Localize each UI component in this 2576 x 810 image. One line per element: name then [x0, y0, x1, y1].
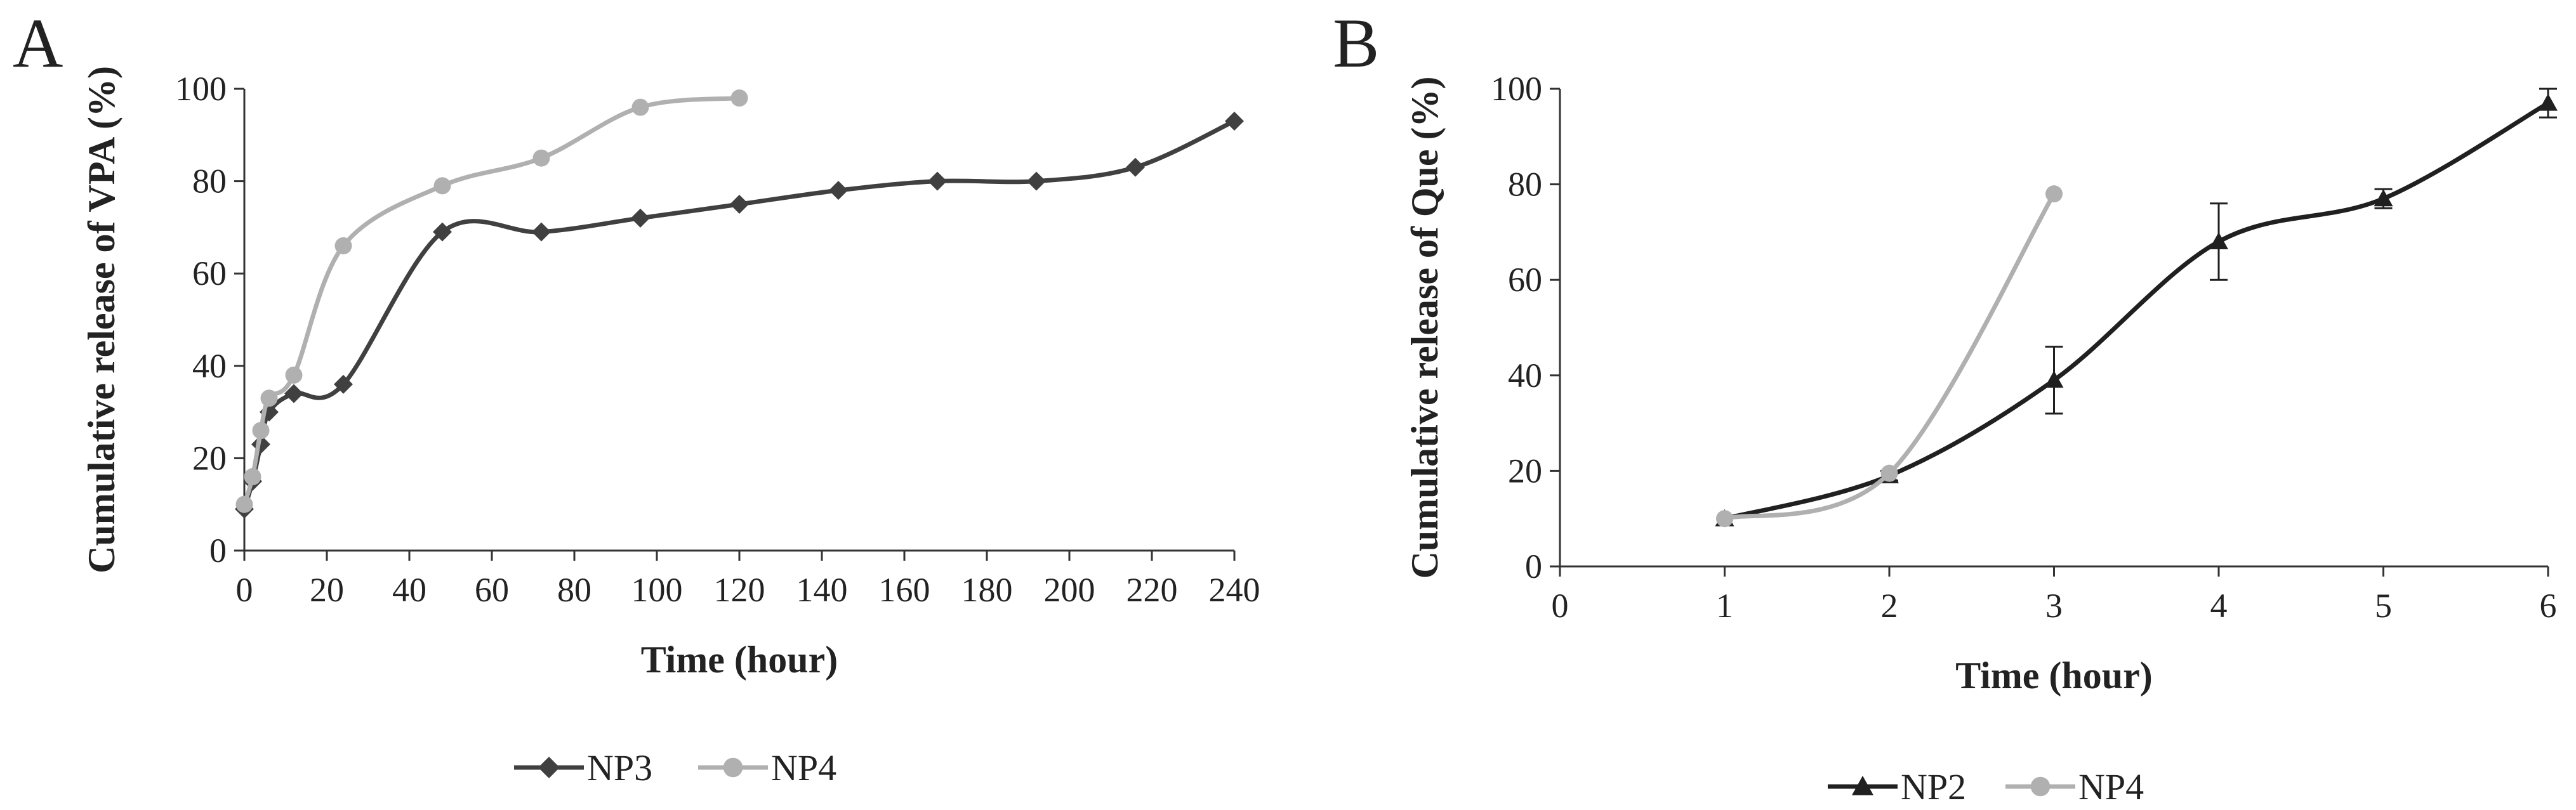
legend-marker-np4	[2030, 776, 2051, 797]
series-line-np4	[1724, 192, 2056, 521]
data-point-np2	[2374, 189, 2393, 207]
x-tick-label: 40	[392, 571, 426, 609]
y-tick-label: 80	[1508, 166, 1542, 204]
x-tick-label: 220	[1126, 571, 1178, 609]
y-tick-label: 0	[209, 532, 227, 570]
data-point-np3	[433, 222, 452, 242]
x-tick-label: 140	[796, 571, 848, 609]
data-point-np3	[730, 195, 749, 214]
x-tick-label: 0	[236, 571, 253, 609]
x-tick-label: 100	[631, 571, 683, 609]
series-line-np2	[1724, 101, 2549, 521]
legend-label-np3: NP3	[587, 747, 652, 788]
data-point-np3	[284, 384, 303, 403]
x-tick-label: 60	[475, 571, 509, 609]
data-point-np4	[252, 422, 270, 440]
data-point-np2	[2209, 232, 2228, 249]
x-tick-label: 80	[557, 571, 591, 609]
data-point-np2	[2044, 370, 2064, 388]
x-tick-label: 180	[961, 571, 1013, 609]
legend-label-np4: NP4	[2078, 766, 2144, 807]
legend-marker-np4	[723, 757, 743, 778]
y-axis-title: Cumulative release of Que (%)	[1404, 76, 1446, 578]
x-tick-label: 1	[1716, 587, 1733, 625]
y-tick-label: 0	[1525, 547, 1542, 585]
series-line-np3	[242, 119, 1236, 510]
data-point-np3	[631, 208, 650, 228]
y-tick-label: 60	[192, 254, 227, 292]
data-point-np4	[285, 366, 303, 384]
data-point-np4	[260, 389, 278, 407]
panel-letter-a: A	[13, 4, 63, 82]
x-tick-label: 3	[2045, 587, 2063, 625]
y-tick-label: 40	[192, 347, 227, 385]
data-point-np4	[2045, 185, 2063, 203]
panel-letter-b: B	[1333, 4, 1379, 82]
y-tick-label: 20	[1508, 452, 1542, 490]
data-point-np4	[433, 177, 451, 195]
x-axis-title: Time (hour)	[1955, 655, 2153, 696]
y-tick-label: 80	[192, 162, 227, 200]
data-point-np4	[730, 89, 748, 107]
data-point-np3	[334, 374, 353, 394]
chart-panel-b: 0 20 40 60 80 100 0 1 2 3 4 5 6 Time (hour) Cumulative…	[1404, 70, 2558, 807]
x-tick-label: 160	[879, 571, 930, 609]
y-tick-label: 100	[1491, 70, 1542, 108]
data-point-np4	[244, 468, 261, 486]
x-axis-title: Time (hour)	[641, 639, 838, 681]
data-point-np3	[1027, 171, 1046, 191]
y-tick-label: 20	[192, 439, 227, 477]
data-point-np4	[631, 98, 649, 116]
x-tick-label: 20	[310, 571, 344, 609]
y-tick-label: 100	[175, 70, 227, 108]
x-tick-label: 6	[2540, 587, 2557, 625]
y-tick-label: 40	[1508, 356, 1542, 395]
data-point-np2	[2539, 93, 2558, 111]
x-tick-label: 4	[2210, 587, 2228, 625]
legend-label-np2: NP2	[1901, 766, 1966, 807]
chart-panel-a: 0 20 40 60 80 100 0 20 40 60 80 100 120 140 160 180 200 2…	[81, 66, 1260, 788]
data-point-np4	[334, 237, 352, 255]
x-tick-label: 120	[714, 571, 765, 609]
data-point-np4	[1880, 464, 1898, 482]
data-point-np3	[1126, 157, 1145, 177]
data-point-np3	[928, 171, 947, 191]
series-line-np4	[242, 96, 740, 506]
data-point-np3	[532, 222, 551, 242]
x-tick-label: 240	[1209, 571, 1260, 609]
data-point-np4	[1716, 510, 1733, 528]
y-tick-label: 60	[1508, 261, 1542, 299]
data-point-np3	[1225, 111, 1244, 131]
legend-label-np4: NP4	[771, 747, 836, 788]
data-point-np4	[532, 149, 550, 167]
x-tick-label: 200	[1044, 571, 1095, 609]
legend-marker-np3	[538, 757, 560, 778]
x-tick-label: 2	[1881, 587, 1898, 625]
legend-marker-np2	[1852, 776, 1873, 795]
x-tick-label: 0	[1552, 587, 1569, 625]
y-axis-title: Cumulative release of VPA (%)	[81, 66, 122, 573]
data-point-np4	[235, 495, 253, 513]
x-tick-label: 5	[2375, 587, 2392, 625]
data-point-np3	[829, 181, 848, 200]
